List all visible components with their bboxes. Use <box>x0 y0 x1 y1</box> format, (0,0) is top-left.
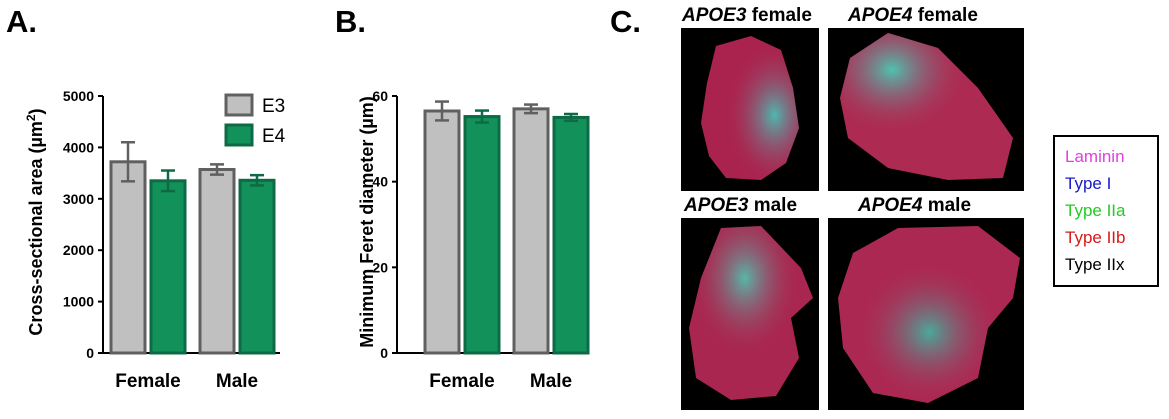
stain-legend-type-iia: Type IIa <box>1065 201 1126 220</box>
chart-b-y-tick-label: 60 <box>372 88 388 104</box>
title-apoe4-male: APOE4 male <box>858 195 972 216</box>
chart-a-cross-sectional-area: 0 1000 2000 3000 4000 5000 Female Male Cross-sec… <box>24 88 286 392</box>
panel-letter-c: C. <box>610 4 641 39</box>
chart-b-bar-e3-female <box>423 109 461 355</box>
chart-a-y-tick-label: 3000 <box>63 191 94 207</box>
chart-a-bar-e3-female <box>109 160 147 355</box>
chart-b-x-tick-label: Male <box>530 371 572 392</box>
chart-a-y-tick-label: 5000 <box>63 88 94 104</box>
chart-b-bar-e3-male <box>512 107 550 355</box>
stain-legend-type-iix: Type IIx <box>1065 255 1125 274</box>
chart-a-y-tick-label: 0 <box>86 345 94 361</box>
panel-letter-b: B. <box>335 4 366 39</box>
chart-b-y-tick-label: 40 <box>372 174 388 190</box>
chart-a-y-tick-label: 2000 <box>63 242 94 258</box>
title-apoe3-female: APOE3 female <box>682 5 812 26</box>
panel-letter-a: A. <box>6 4 37 39</box>
chart-b-min-feret-diameter: 0 20 40 60 Female Male Minimum Feret diameter … <box>357 88 590 392</box>
chart-b-bar-e4-male <box>552 115 590 355</box>
chart-a-y-tick-label: 1000 <box>63 294 94 310</box>
stain-legend-type-i: Type I <box>1065 174 1112 193</box>
chart-a-bar-e4-female <box>149 179 187 355</box>
title-apoe3-male: APOE3 male <box>684 195 798 216</box>
chart-a-legend-label-e4: E4 <box>262 126 286 147</box>
stain-legend-laminin: Laminin <box>1065 147 1125 166</box>
stain-legend: Laminin Type I Type IIa Type IIb Type II… <box>1053 135 1159 287</box>
stain-legend-type-iib: Type IIb <box>1065 228 1126 247</box>
chart-b-x-tick-label: Female <box>429 371 494 392</box>
chart-a-y-axis-label: Cross-sectional area (µm2) <box>24 108 46 335</box>
title-apoe4-female: APOE4 female <box>848 5 978 26</box>
chart-a-y-tick-label: 4000 <box>63 139 94 155</box>
chart-b-y-axis-label: Minimum Feret diameter (µm) <box>357 96 377 347</box>
chart-a-legend-label-e3: E3 <box>262 96 285 117</box>
chart-a-bar-e4-male <box>238 178 276 355</box>
chart-a-x-tick-label: Male <box>216 371 258 392</box>
chart-a-x-tick-label: Female <box>115 371 180 392</box>
chart-b-y-tick-label: 0 <box>380 345 388 361</box>
micrograph-apoe3-male <box>681 218 819 410</box>
chart-b-y-tick-label: 20 <box>372 259 388 275</box>
micrograph-apoe4-female <box>828 28 1024 191</box>
chart-b-bar-e4-female <box>463 115 501 355</box>
micrograph-apoe4-male <box>828 218 1024 410</box>
micrograph-apoe3-female <box>681 28 819 191</box>
chart-a-bar-e3-male <box>198 168 236 355</box>
chart-a-legend-swatch-e4 <box>224 123 254 147</box>
chart-a-legend-swatch-e3 <box>224 93 254 117</box>
